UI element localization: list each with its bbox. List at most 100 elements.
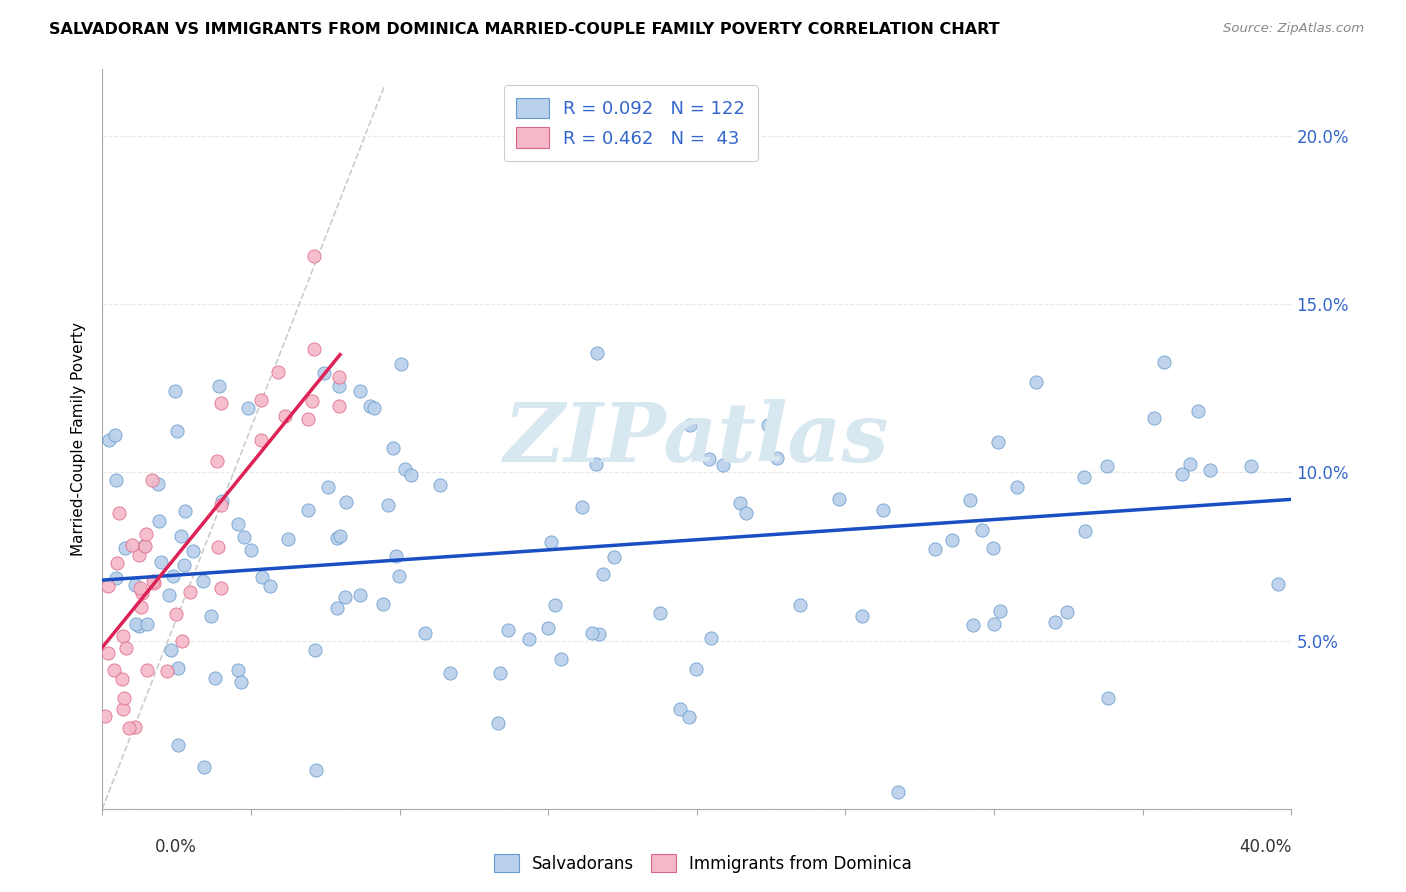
Point	[517, 632, 540, 647]
Point	[1187, 404, 1209, 418]
Point	[1056, 605, 1078, 619]
Point	[887, 785, 910, 799]
Point	[259, 578, 281, 592]
Point	[972, 523, 994, 537]
Point	[668, 702, 690, 716]
Point	[1073, 470, 1095, 484]
Point	[333, 590, 356, 604]
Point	[439, 666, 461, 681]
Point	[314, 366, 336, 380]
Point	[118, 721, 141, 735]
Point	[226, 517, 249, 532]
Legend: Salvadorans, Immigrants from Dominica: Salvadorans, Immigrants from Dominica	[488, 847, 918, 880]
Text: SALVADORAN VS IMMIGRANTS FROM DOMINICA MARRIED-COUPLE FAMILY POVERTY CORRELATION: SALVADORAN VS IMMIGRANTS FROM DOMINICA M…	[49, 22, 1000, 37]
Point	[328, 379, 350, 393]
Point	[371, 597, 394, 611]
Point	[851, 609, 873, 624]
Point	[728, 496, 751, 510]
Point	[125, 616, 148, 631]
Point	[240, 543, 263, 558]
Text: ZIPatlas: ZIPatlas	[505, 399, 890, 479]
Point	[193, 760, 215, 774]
Point	[208, 379, 231, 393]
Point	[1074, 524, 1097, 538]
Point	[141, 473, 163, 487]
Point	[413, 626, 436, 640]
Point	[488, 666, 510, 681]
Point	[603, 550, 626, 565]
Point	[679, 417, 702, 432]
Point	[304, 643, 326, 657]
Point	[588, 626, 610, 640]
Point	[648, 606, 671, 620]
Point	[297, 503, 319, 517]
Point	[328, 400, 350, 414]
Point	[1095, 458, 1118, 473]
Point	[136, 663, 159, 677]
Point	[134, 540, 156, 554]
Point	[160, 643, 183, 657]
Point	[540, 535, 562, 549]
Point	[1142, 411, 1164, 425]
Point	[167, 661, 190, 675]
Point	[697, 451, 720, 466]
Point	[349, 589, 371, 603]
Point	[1024, 375, 1046, 389]
Point	[537, 621, 560, 635]
Point	[789, 598, 811, 612]
Point	[382, 441, 405, 455]
Point	[250, 393, 273, 408]
Point	[1005, 480, 1028, 494]
Point	[226, 663, 249, 677]
Point	[200, 609, 222, 624]
Point	[711, 458, 734, 472]
Point	[155, 664, 177, 678]
Point	[735, 506, 758, 520]
Point	[112, 690, 135, 705]
Point	[399, 468, 422, 483]
Point	[486, 715, 509, 730]
Point	[163, 384, 186, 398]
Point	[377, 499, 399, 513]
Point	[97, 646, 120, 660]
Point	[134, 540, 156, 554]
Point	[179, 585, 201, 599]
Point	[1045, 615, 1067, 630]
Point	[148, 514, 170, 528]
Point	[129, 581, 152, 595]
Point	[157, 588, 180, 602]
Point	[1171, 467, 1194, 481]
Point	[191, 574, 214, 589]
Point	[105, 557, 128, 571]
Point	[108, 506, 131, 520]
Point	[170, 529, 193, 543]
Point	[363, 401, 385, 416]
Point	[172, 633, 194, 648]
Point	[134, 527, 156, 541]
Point	[359, 399, 381, 413]
Point	[162, 569, 184, 583]
Point	[211, 494, 233, 508]
Point	[114, 641, 136, 656]
Point	[142, 574, 165, 588]
Point	[297, 412, 319, 426]
Point	[94, 708, 117, 723]
Point	[571, 500, 593, 514]
Text: Source: ZipAtlas.com: Source: ZipAtlas.com	[1223, 22, 1364, 36]
Point	[131, 586, 153, 600]
Point	[250, 433, 273, 447]
Point	[394, 462, 416, 476]
Text: 0.0%: 0.0%	[155, 838, 197, 855]
Point	[326, 600, 349, 615]
Point	[1097, 691, 1119, 706]
Point	[349, 384, 371, 398]
Point	[302, 342, 325, 356]
Point	[209, 581, 232, 595]
Point	[165, 607, 187, 622]
Point	[758, 417, 780, 432]
Point	[987, 435, 1010, 450]
Point	[114, 541, 136, 555]
Point	[389, 357, 412, 371]
Point	[167, 738, 190, 752]
Point	[143, 576, 166, 591]
